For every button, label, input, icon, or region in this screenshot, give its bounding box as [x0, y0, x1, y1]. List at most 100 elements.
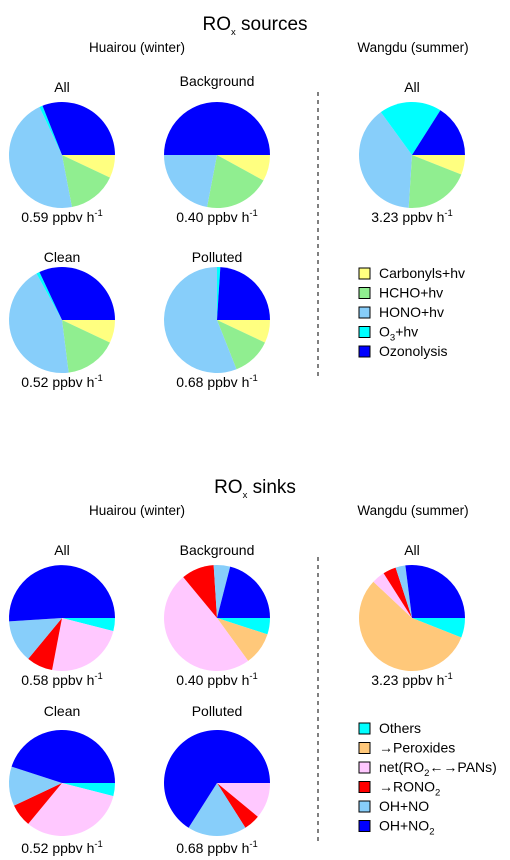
- pie-slice-net-ro2-pans: [52, 618, 114, 671]
- legend-swatch: [358, 722, 371, 735]
- legend-label: HCHO+hv: [379, 285, 443, 301]
- pie-slice-peroxides: [359, 581, 462, 671]
- pie-slice-ozonolysis: [412, 110, 465, 155]
- sources-left-header: Huairou (winter): [89, 40, 185, 55]
- pie-slice-carbonyls-hv: [62, 155, 116, 178]
- pie-slice-oh-no: [213, 564, 231, 618]
- pie-sinks-clean-9: Clean 0.52 ppbv h-1: [8, 703, 116, 856]
- pie-sources-all-3: All 3.23 ppbv h-1: [358, 79, 465, 225]
- legend-label: HONO+hv: [379, 304, 444, 320]
- pie-sources-background-2: Background 0.40 ppbv h-1: [164, 73, 270, 225]
- legend-item-net-ro2-pans: net(RO2←→PANs): [358, 759, 497, 779]
- pie-slice-ozonolysis: [164, 102, 270, 155]
- pie-slice-rono2: [383, 567, 412, 618]
- pie-title: Clean: [44, 249, 81, 265]
- legend-swatch: [358, 306, 371, 319]
- legend-item-oh-no2: OH+NO2: [358, 818, 434, 838]
- pie-slice-o3-hv: [380, 101, 441, 155]
- pie-rate-label: 0.40 ppbv h-1: [176, 208, 258, 225]
- pie-sinks-polluted-10: Polluted 0.68 ppbv h-1: [164, 703, 270, 856]
- pie-rate-label: 0.59 ppbv h-1: [21, 208, 103, 225]
- pie-slice-oh-no2: [11, 729, 116, 783]
- legend-item-o3-hv: O3+hv: [358, 324, 418, 344]
- legend-item-hcho-hv: HCHO+hv: [358, 285, 443, 301]
- legend-label: net(RO2←→PANs): [379, 759, 497, 779]
- pie-slice-hono-hv: [9, 273, 69, 373]
- pie-slice-hcho-hv: [207, 155, 264, 208]
- pie-rate-label: 0.52 ppbv h-1: [21, 839, 103, 856]
- pie-rate-label: 0.68 ppbv h-1: [176, 373, 258, 390]
- pie-sources-polluted-5: Polluted 0.68 ppbv h-1: [164, 249, 271, 390]
- pie-slice-net-ro2-pans: [28, 783, 114, 836]
- pie-slice-carbonyls-hv: [217, 155, 270, 181]
- legend-swatch: [358, 326, 371, 338]
- pie-sinks-all-8: All 3.23 ppbv h-1: [359, 542, 465, 688]
- pie-slice-oh-no2: [164, 730, 270, 828]
- pie-slice-others: [412, 618, 465, 638]
- pie-slice-peroxides: [217, 618, 268, 661]
- pie-slice-oh-no: [8, 766, 63, 806]
- legend-item-others: Others: [358, 720, 421, 736]
- pie-sinks-background-7: Background 0.40 ppbv h-1: [163, 542, 270, 688]
- pie-slice-ozonolysis: [217, 267, 270, 320]
- pie-rate-label: 0.58 ppbv h-1: [21, 671, 103, 688]
- pie-slice-ozonolysis: [39, 266, 115, 320]
- legend-label: Ozonolysis: [379, 343, 447, 359]
- pie-slice-rono2: [217, 783, 258, 828]
- pie-slice-hcho-hv: [217, 320, 265, 370]
- pie-title: All: [54, 79, 70, 95]
- pie-rate-label: 3.23 ppbv h-1: [371, 671, 453, 688]
- legend-label: Carbonyls+hv: [379, 265, 465, 281]
- pie-slice-oh-no2: [405, 565, 465, 618]
- pie-title: Polluted: [192, 249, 243, 265]
- pie-slice-hono-hv: [358, 112, 412, 208]
- legend-label: OH+NO2: [379, 818, 434, 838]
- legend-swatch: [358, 781, 371, 793]
- legend-item-peroxides: →Peroxides: [358, 740, 455, 756]
- pie-sources-all-1: All 0.59 ppbv h-1: [8, 79, 116, 225]
- pie-title: Background: [180, 542, 255, 558]
- pie-rate-label: 0.68 ppbv h-1: [176, 839, 258, 856]
- pie-slice-oh-no: [9, 618, 63, 659]
- sources-section-title: ROx sources: [202, 14, 307, 38]
- pie-rate-label: 0.40 ppbv h-1: [176, 671, 258, 688]
- pie-slice-carbonyls-hv: [217, 320, 271, 343]
- pie-slice-oh-no: [188, 783, 246, 837]
- pie-slice-o3-hv: [36, 272, 62, 320]
- pie-slice-rono2: [28, 618, 62, 671]
- legend-item-carbonyls-hv: Carbonyls+hv: [358, 265, 465, 281]
- pie-slice-oh-no2: [9, 565, 116, 622]
- legend-item-hono-hv: HONO+hv: [358, 304, 444, 320]
- pie-title: Polluted: [192, 703, 243, 719]
- legend-label: Others: [379, 720, 421, 736]
- pie-title: All: [404, 79, 420, 95]
- legend-swatch: [358, 287, 371, 299]
- pie-slice-rono2: [14, 783, 62, 824]
- pie-slice-others: [62, 783, 115, 797]
- legend-item-ozonolysis: Ozonolysis: [358, 343, 447, 359]
- sources-right-header: Wangdu (summer): [357, 40, 468, 55]
- legend-swatch: [358, 267, 371, 280]
- pie-title: All: [54, 542, 70, 558]
- pie-slice-hono-hv: [164, 155, 217, 208]
- legend-item-oh-no: OH+NO: [358, 798, 429, 814]
- legend-swatch: [358, 742, 371, 754]
- legend-item-rono2: →RONO2: [358, 779, 440, 799]
- pie-title: All: [404, 542, 420, 558]
- legend-swatch: [358, 820, 371, 832]
- legend-label: →RONO2: [379, 779, 440, 799]
- pie-charts: All 0.59 ppbv h-1 Background 0.40 ppbv h-1 A…: [8, 73, 465, 856]
- legend-label: O3+hv: [379, 324, 418, 344]
- sinks-legend: Others→Peroxidesnet(RO2←→PANs)→RONO2OH+N…: [358, 720, 497, 838]
- sinks-left-header: Huairou (winter): [89, 503, 185, 518]
- pie-slice-ozonolysis: [42, 101, 116, 155]
- pie-sources-clean-4: Clean 0.52 ppbv h-1: [9, 249, 115, 390]
- pie-rate-label: 0.52 ppbv h-1: [21, 373, 103, 390]
- pie-title: Clean: [44, 703, 81, 719]
- legend-swatch: [358, 800, 371, 813]
- sinks-right-header: Wangdu (summer): [357, 503, 468, 518]
- pie-slice-carbonyls-hv: [412, 155, 465, 175]
- sinks-section-title: ROx sinks: [214, 477, 296, 501]
- sources-legend: Carbonyls+hv HCHO+hv HONO+hv O3+hvOzonolysi…: [358, 265, 465, 359]
